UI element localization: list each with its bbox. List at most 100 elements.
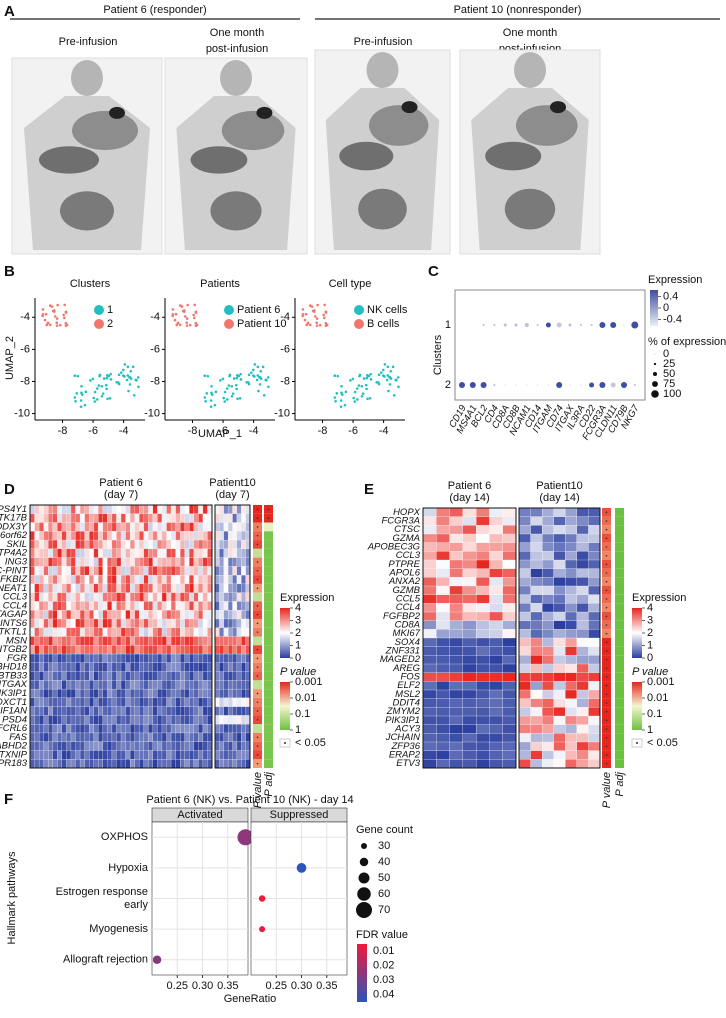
heat-cell xyxy=(129,645,136,655)
legend-tick: 2 xyxy=(295,627,301,639)
heat-cell xyxy=(219,741,225,751)
heat-cell xyxy=(161,671,167,681)
cell-point xyxy=(95,387,99,390)
heat-cell xyxy=(184,539,190,550)
cell-point xyxy=(353,400,357,403)
heat-cell xyxy=(102,759,108,769)
heat-cell xyxy=(152,539,158,550)
heat-cell xyxy=(422,707,437,717)
heat-cell xyxy=(236,583,242,594)
heat-cell xyxy=(70,592,76,602)
heat-cell xyxy=(152,750,158,760)
legend-dot xyxy=(357,887,371,901)
heat-cell xyxy=(541,629,555,639)
heat-cell xyxy=(502,759,517,769)
pvalue-cell xyxy=(253,592,262,602)
heat-cell xyxy=(111,601,117,611)
heat-cell xyxy=(241,680,246,690)
heat-cell xyxy=(541,559,555,570)
heat-cell xyxy=(34,636,40,646)
heat-cell xyxy=(84,688,90,699)
heat-cell xyxy=(179,645,186,655)
heat-cell xyxy=(193,697,199,707)
heat-cell xyxy=(436,681,450,691)
heat-cell xyxy=(48,724,54,734)
heat-cell xyxy=(236,504,242,515)
heat-cell xyxy=(29,750,35,760)
heat-cell xyxy=(29,645,35,655)
heat-cell xyxy=(223,750,229,760)
heat-cell xyxy=(102,583,108,594)
heat-cell xyxy=(38,750,44,760)
heat-cell xyxy=(79,504,85,515)
heat-cell xyxy=(102,688,108,699)
heat-cell xyxy=(107,715,113,725)
heat-cell xyxy=(541,611,555,622)
heat-cell xyxy=(518,577,531,587)
heat-cell xyxy=(449,715,464,726)
heat-cell xyxy=(120,724,126,734)
heat-cell xyxy=(75,548,81,558)
pvalue-cell xyxy=(615,612,624,621)
heat-cell xyxy=(116,574,122,585)
heat-cell xyxy=(38,618,44,629)
heat-cell xyxy=(125,680,131,690)
heat-cell xyxy=(184,627,190,637)
cell-point xyxy=(375,380,378,384)
sig-dot xyxy=(605,667,608,670)
pvalue-cell xyxy=(264,566,273,576)
heat-cell xyxy=(43,627,49,637)
heat-cell xyxy=(166,741,172,751)
heat-cell xyxy=(214,592,220,602)
heat-cell xyxy=(193,583,199,594)
heat-cell xyxy=(189,583,195,594)
heat-cell xyxy=(134,592,140,602)
sig-dot xyxy=(256,526,259,528)
heat-cell xyxy=(207,706,213,716)
heat-cell xyxy=(139,557,145,567)
heat-cell xyxy=(129,539,136,550)
heat-cell xyxy=(198,759,204,769)
point xyxy=(237,829,254,846)
heat-cell xyxy=(75,662,81,672)
pvalue-cell xyxy=(615,759,624,768)
heat-cell xyxy=(29,548,35,558)
heat-cell xyxy=(161,531,167,541)
heat-cell xyxy=(129,724,136,734)
heat-cell xyxy=(52,557,58,567)
cell-point xyxy=(315,321,319,325)
heat-cell xyxy=(70,548,76,558)
heat-cell xyxy=(107,583,113,594)
heat-cell xyxy=(193,601,199,611)
heat-cell xyxy=(530,698,543,708)
heat-cell xyxy=(449,525,464,535)
heat-cell xyxy=(52,653,58,664)
heat-cell xyxy=(202,715,208,725)
sig-dot xyxy=(267,517,270,519)
heat-cell xyxy=(553,759,566,769)
cell-point xyxy=(192,313,195,317)
heat-cell xyxy=(541,585,555,596)
heat-cell xyxy=(184,750,190,760)
heat-cell xyxy=(111,566,117,576)
heat-cell xyxy=(207,697,213,707)
heat-cell xyxy=(102,680,108,690)
dot xyxy=(537,384,539,386)
heat-cell xyxy=(125,662,131,672)
heat-cell xyxy=(232,680,238,690)
heat-cell xyxy=(489,759,504,769)
heat-cell xyxy=(152,636,158,646)
heat-cell xyxy=(148,539,154,550)
cell-point xyxy=(343,403,347,407)
gene-label: ELF2 xyxy=(397,680,420,691)
heat-cell xyxy=(98,627,104,637)
heat-cell xyxy=(66,636,72,646)
heat-cell xyxy=(236,574,242,585)
cell-point xyxy=(128,383,132,386)
legend-swatch xyxy=(94,319,104,329)
heat-cell xyxy=(214,636,220,646)
heat-cell xyxy=(436,568,450,578)
heat-cell xyxy=(198,653,204,664)
legend-tick: 0 xyxy=(295,652,301,664)
heat-cell xyxy=(120,539,126,550)
